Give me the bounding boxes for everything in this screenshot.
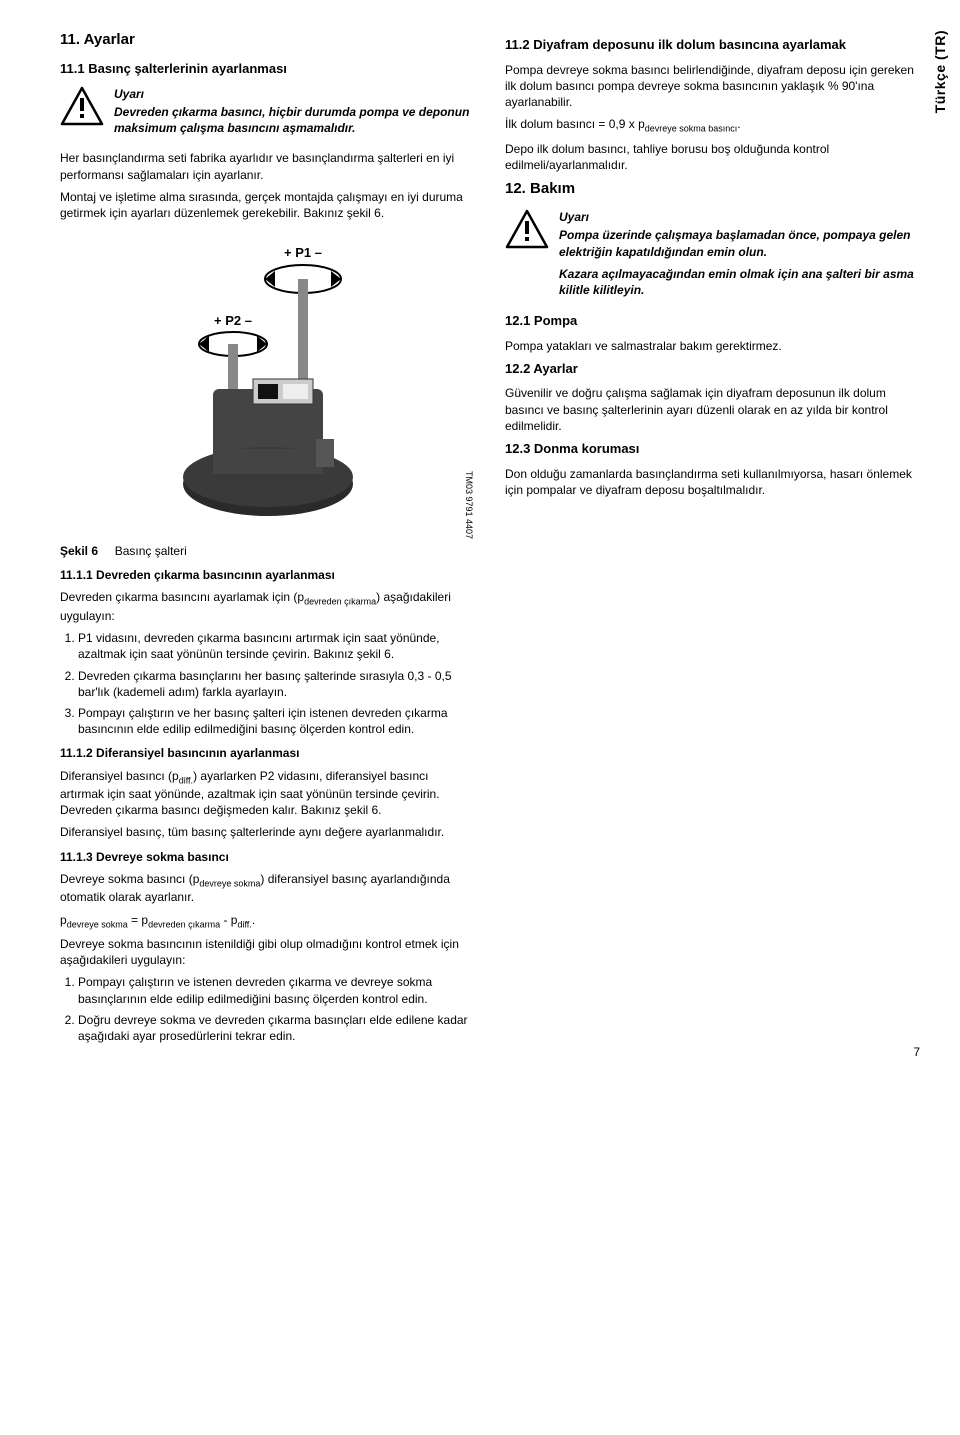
- language-tab: Türkçe (TR): [931, 30, 950, 113]
- heading-11-1: 11.1 Basınç şalterlerinin ayarlanması: [60, 60, 475, 78]
- warning-box-1: Uyarı Devreden çıkarma basıncı, hiçbir d…: [60, 86, 475, 143]
- sub: diff.: [237, 919, 251, 929]
- para-diff-same: Diferansiyel basınç, tüm basınç şalterle…: [60, 824, 475, 840]
- column-right: 11.2 Diyafram deposunu ilk dolum basıncı…: [505, 30, 920, 1050]
- para-frost: Don olduğu zamanlarda basınçlandırma set…: [505, 466, 920, 498]
- main-columns: 11. Ayarlar 11.1 Basınç şalterlerinin ay…: [60, 30, 920, 1050]
- para-settings-maint: Güvenilir ve doğru çalışma sağlamak için…: [505, 385, 920, 434]
- label-p2: + P2 –: [214, 313, 252, 328]
- text: = p: [128, 913, 148, 927]
- list-check: Pompayı çalıştırın ve istenen devreden ç…: [60, 974, 475, 1044]
- para-pump-maint: Pompa yatakları ve salmastralar bakım ge…: [505, 338, 920, 354]
- sub: devreden çıkarma: [304, 597, 376, 607]
- text: Devreden çıkarma basıncını ayarlamak içi…: [60, 590, 304, 604]
- formula: pdevreye sokma = pdevreden çıkarma - pdi…: [60, 912, 475, 931]
- figure-6: + P1 – + P2 – TM0: [60, 239, 475, 559]
- label-p1: + P1 –: [284, 245, 322, 260]
- sub: devreye sokma: [199, 878, 260, 888]
- heading-12-3: 12.3 Donma koruması: [505, 440, 920, 458]
- para-factory: Her basınçlandırma seti fabrika ayarlıdı…: [60, 150, 475, 182]
- heading-12-1: 12.1 Pompa: [505, 312, 920, 330]
- heading-12-2: 12.2 Ayarlar: [505, 360, 920, 378]
- heading-11: 11. Ayarlar: [60, 30, 475, 50]
- heading-11-1-2: 11.1.2 Diferansiyel basıncının ayarlanma…: [60, 745, 475, 761]
- para-precharge-check: Depo ilk dolum basıncı, tahliye borusu b…: [505, 141, 920, 173]
- text: Diferansiyel basıncı (p: [60, 769, 179, 783]
- para-adjust: Montaj ve işletime alma sırasında, gerçe…: [60, 189, 475, 221]
- warning-body-2: Kazara açılmayacağından emin olmak için …: [559, 266, 920, 298]
- text: İlk dolum basıncı = 0,9 x p: [505, 117, 645, 131]
- warning-text-2: Uyarı Pompa üzerinde çalışmaya başlamada…: [559, 209, 920, 304]
- para-precharge-formula: İlk dolum basıncı = 0,9 x pdevreye sokma…: [505, 116, 920, 135]
- text: Montaj ve işletime alma sırasında, gerçe…: [60, 190, 463, 220]
- text: - p: [220, 913, 237, 927]
- para-check-intro: Devreye sokma basıncının istenildiği gib…: [60, 936, 475, 968]
- warning-text-1: Uyarı Devreden çıkarma basıncı, hiçbir d…: [114, 86, 475, 143]
- heading-11-2: 11.2 Diyafram deposunu ilk dolum basıncı…: [505, 36, 920, 54]
- heading-11-1-1: 11.1.1 Devreden çıkarma basıncının ayarl…: [60, 567, 475, 583]
- figure-caption: Şekil 6 Basınç şalteri: [60, 543, 475, 559]
- figure-code: TM03 9791 4407: [463, 471, 475, 539]
- para-cutout-intro: Devreden çıkarma basıncını ayarlamak içi…: [60, 589, 475, 624]
- pressure-switch-illustration: + P1 – + P2 –: [158, 239, 378, 539]
- heading-12: 12. Bakım: [505, 179, 920, 199]
- warning-icon: [505, 209, 549, 249]
- sub: devreye sokma basıncı: [645, 124, 738, 134]
- text: .: [391, 647, 394, 661]
- warning-box-2: Uyarı Pompa üzerinde çalışmaya başlamada…: [505, 209, 920, 304]
- list-item: Pompayı çalıştırın ve istenen devreden ç…: [78, 974, 475, 1006]
- warning-icon: [60, 86, 104, 126]
- fig-ref-6[interactable]: 6: [374, 206, 381, 220]
- column-left: 11. Ayarlar 11.1 Basınç şalterlerinin ay…: [60, 30, 475, 1050]
- text: p: [60, 913, 67, 927]
- list-cutout: P1 vidasını, devreden çıkarma basıncını …: [60, 630, 475, 737]
- warning-body: Devreden çıkarma basıncı, hiçbir durumda…: [114, 104, 475, 136]
- fig-ref-6b[interactable]: 6: [384, 647, 391, 661]
- sub: devreye sokma: [67, 919, 128, 929]
- fig-label: Şekil 6: [60, 544, 98, 558]
- para-diff: Diferansiyel basıncı (pdiff.) ayarlarken…: [60, 768, 475, 819]
- list-item: P1 vidasını, devreden çıkarma basıncını …: [78, 630, 475, 662]
- para-cutin: Devreye sokma basıncı (pdevreye sokma) d…: [60, 871, 475, 906]
- warning-body-1: Pompa üzerinde çalışmaya başlamadan önce…: [559, 227, 920, 259]
- warning-title: Uyarı: [114, 86, 475, 102]
- fig-title: Basınç şalteri: [115, 544, 187, 558]
- text: .: [381, 206, 384, 220]
- list-item: Devreden çıkarma basınçlarını her basınç…: [78, 668, 475, 700]
- para-precharge: Pompa devreye sokma basıncı belirlendiği…: [505, 62, 920, 111]
- sub: devreden çıkarma: [148, 919, 220, 929]
- text: Devreye sokma basıncı (p: [60, 872, 199, 886]
- heading-11-1-3: 11.1.3 Devreye sokma basıncı: [60, 849, 475, 865]
- text: .: [378, 803, 381, 817]
- text: .: [737, 117, 740, 131]
- sub: diff.: [179, 775, 193, 785]
- list-item: Doğru devreye sokma ve devreden çıkarma …: [78, 1012, 475, 1044]
- warning-title: Uyarı: [559, 209, 920, 225]
- page-number: 7: [913, 1044, 920, 1060]
- list-item: Pompayı çalıştırın ve her basınç şalteri…: [78, 705, 475, 737]
